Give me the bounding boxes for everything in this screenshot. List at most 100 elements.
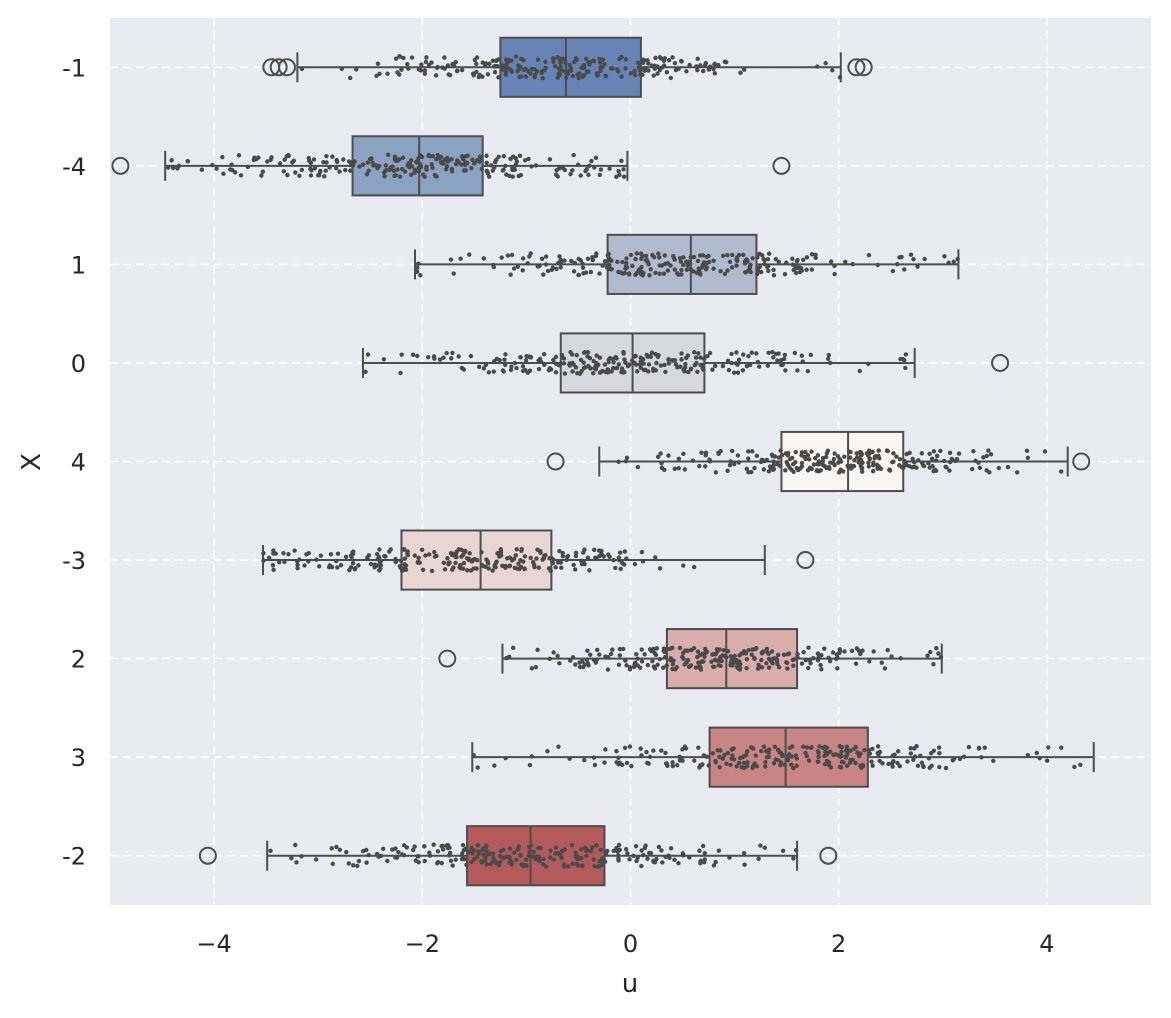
jitter-point bbox=[591, 358, 596, 364]
jitter-point bbox=[804, 255, 810, 260]
jitter-point bbox=[598, 68, 603, 74]
jitter-point bbox=[585, 256, 591, 261]
jitter-point bbox=[602, 61, 607, 67]
jitter-point bbox=[584, 657, 590, 662]
jitter-point bbox=[716, 662, 721, 668]
jitter-point bbox=[551, 650, 556, 655]
jitter-point bbox=[1024, 448, 1030, 454]
jitter-point bbox=[680, 262, 686, 268]
jitter-point bbox=[816, 754, 821, 760]
jitter-point bbox=[273, 551, 278, 556]
jitter-point bbox=[587, 652, 593, 658]
jitter-point bbox=[778, 448, 783, 453]
jitter-points bbox=[165, 54, 1083, 869]
jitter-point bbox=[937, 764, 942, 770]
jitter-point bbox=[984, 453, 990, 459]
jitter-point bbox=[365, 352, 371, 357]
jitter-point bbox=[936, 745, 942, 750]
jitter-point bbox=[214, 166, 219, 171]
jitter-point bbox=[619, 762, 625, 768]
jitter-point bbox=[451, 63, 457, 69]
jitter-point bbox=[866, 747, 872, 753]
jitter-point bbox=[927, 465, 932, 470]
jitter-point bbox=[416, 854, 421, 859]
jitter-point bbox=[550, 561, 555, 566]
jitter-point bbox=[887, 467, 892, 473]
jitter-point bbox=[525, 68, 530, 73]
jitter-point bbox=[400, 155, 406, 160]
jitter-point bbox=[695, 649, 701, 654]
jitter-point bbox=[510, 174, 515, 179]
jitter-point bbox=[744, 665, 749, 671]
jitter-point bbox=[554, 266, 559, 272]
jitter-point bbox=[590, 58, 596, 63]
jitter-point bbox=[383, 163, 389, 168]
jitter-point bbox=[575, 162, 581, 167]
jitter-point bbox=[780, 848, 786, 854]
jitter-point bbox=[1059, 745, 1064, 750]
jitter-point bbox=[516, 561, 521, 566]
jitter-point bbox=[750, 763, 756, 769]
jitter-point bbox=[702, 356, 707, 362]
jitter-point bbox=[496, 57, 501, 62]
jitter-point bbox=[585, 350, 591, 355]
jitter-point bbox=[759, 650, 765, 656]
jitter-point bbox=[347, 75, 353, 81]
jitter-point bbox=[472, 57, 478, 63]
jitter-point bbox=[754, 453, 760, 459]
jitter-point bbox=[536, 565, 542, 570]
jitter-point bbox=[982, 745, 987, 750]
jitter-point bbox=[755, 359, 761, 365]
jitter-point bbox=[573, 553, 579, 559]
jitter-point bbox=[684, 69, 689, 74]
jitter-point bbox=[557, 254, 562, 259]
jitter-point bbox=[815, 64, 820, 69]
jitter-point bbox=[559, 565, 564, 570]
jitter-point bbox=[926, 461, 931, 466]
jitter-point bbox=[951, 259, 956, 264]
jitter-point bbox=[697, 848, 702, 853]
jitter-point bbox=[655, 662, 660, 667]
jitter-point bbox=[295, 562, 300, 567]
jitter-point bbox=[569, 258, 574, 264]
jitter-point bbox=[594, 353, 599, 358]
jitter-point bbox=[771, 459, 776, 464]
jitter-point bbox=[797, 466, 803, 471]
jitter-point bbox=[650, 659, 655, 664]
jitter-point bbox=[488, 861, 493, 867]
jitter-point bbox=[459, 154, 465, 159]
jitter-point bbox=[663, 750, 668, 756]
jitter-point bbox=[706, 763, 712, 768]
jitter-point bbox=[769, 657, 774, 662]
jitter-point bbox=[702, 260, 707, 266]
jitter-point bbox=[360, 848, 366, 854]
jitter-point bbox=[446, 72, 451, 77]
jitter-point bbox=[765, 264, 770, 270]
jitter-point bbox=[811, 462, 817, 467]
jitter-point bbox=[412, 167, 418, 173]
jitter-point bbox=[476, 364, 482, 369]
x-tick-label: 0 bbox=[623, 930, 638, 958]
outlier-point bbox=[111, 156, 130, 175]
jitter-point bbox=[567, 362, 572, 367]
jitter-point bbox=[938, 655, 944, 660]
jitter-point bbox=[770, 661, 775, 666]
jitter-point bbox=[507, 860, 512, 865]
jitter-point bbox=[877, 758, 882, 764]
jitter-point bbox=[507, 846, 513, 851]
jitter-point bbox=[563, 60, 568, 65]
jitter-point bbox=[504, 172, 509, 177]
jitter-point bbox=[782, 272, 788, 277]
jitter-point bbox=[416, 156, 421, 161]
jitter-point bbox=[797, 269, 803, 275]
jitter-point bbox=[981, 455, 986, 460]
jitter-point bbox=[453, 59, 459, 65]
jitter-point bbox=[418, 165, 424, 170]
jitter-point bbox=[808, 745, 814, 751]
jitter-point bbox=[886, 761, 891, 767]
jitter-point bbox=[793, 449, 798, 455]
jitter-point bbox=[815, 453, 821, 458]
jitter-point bbox=[947, 468, 952, 473]
jitter-point bbox=[534, 556, 539, 561]
